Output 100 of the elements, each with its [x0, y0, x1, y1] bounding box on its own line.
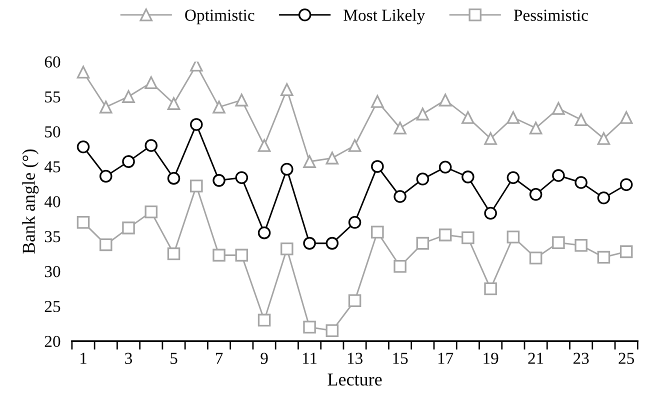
x-tick-label: 19 [484, 352, 498, 364]
point [529, 252, 542, 264]
y-tick-label: 25 [44, 300, 60, 312]
point [144, 139, 158, 152]
x-tick-label: 15 [393, 352, 408, 364]
point [394, 122, 406, 134]
point [280, 83, 294, 96]
point [212, 248, 226, 262]
point [371, 95, 384, 108]
point [574, 176, 588, 189]
point [280, 162, 294, 176]
y-tick-label: 20 [44, 336, 60, 348]
y-tick-label: 55 [45, 91, 60, 103]
point [167, 247, 180, 260]
point [99, 170, 112, 183]
legend-label: Most Likely [344, 9, 426, 24]
point [506, 230, 520, 244]
point [258, 314, 271, 327]
point [462, 111, 474, 124]
point [416, 236, 430, 250]
x-tick-label: 9 [260, 352, 268, 364]
point [144, 205, 158, 218]
point [258, 226, 271, 240]
point [235, 171, 248, 184]
x-tick-label: 13 [348, 352, 362, 364]
x-tick-label: 3 [125, 352, 132, 364]
point [574, 239, 588, 252]
x-tick-label: 5 [170, 352, 178, 364]
x-tick-label: 1 [80, 352, 86, 364]
point [462, 170, 474, 184]
point [438, 160, 452, 174]
point [394, 190, 406, 203]
point [371, 160, 384, 173]
point [597, 192, 610, 204]
x-tick-label: 17 [438, 352, 454, 364]
point [462, 231, 474, 244]
point [529, 188, 542, 201]
y-tick-label: 45 [44, 161, 60, 172]
point [620, 111, 633, 124]
x-tick-label: 11 [302, 352, 317, 364]
y-tick-label: 35 [44, 231, 60, 242]
point [235, 94, 248, 106]
point [552, 236, 565, 250]
point [122, 155, 135, 168]
point [99, 238, 112, 252]
point [394, 260, 406, 273]
point [552, 102, 565, 115]
point [348, 139, 362, 152]
point [597, 132, 610, 145]
point [574, 113, 588, 126]
x-tick-label: 25 [618, 352, 634, 364]
x-tick-label: 23 [573, 352, 589, 364]
y-tick-label: 50 [45, 126, 60, 138]
point [326, 236, 339, 250]
point [348, 216, 362, 229]
point [371, 226, 384, 239]
point [303, 320, 316, 334]
point [122, 222, 135, 234]
x-axis-title: Lecture [328, 374, 382, 386]
point [484, 206, 497, 220]
point [484, 132, 497, 145]
point [190, 180, 203, 192]
point [620, 178, 633, 192]
point [416, 108, 430, 120]
legend-label: Pessimistic [514, 10, 588, 21]
x-tick-label: 21 [528, 352, 544, 364]
point [212, 174, 226, 187]
point [144, 76, 158, 89]
point [438, 94, 452, 106]
point [303, 236, 316, 250]
point [438, 228, 452, 242]
point [280, 242, 294, 256]
point [190, 118, 203, 131]
point [552, 169, 565, 182]
point [212, 100, 226, 114]
x-tick-label: 7 [216, 352, 223, 364]
y-tick-label: 60 [44, 56, 60, 68]
point [506, 111, 520, 124]
point [326, 324, 339, 338]
y-tick-label: 30 [44, 266, 60, 278]
point [620, 245, 633, 258]
point [258, 139, 271, 152]
point [167, 97, 180, 110]
y-tick-label: 40 [44, 196, 60, 208]
y-axis-title: Bank angle (°) [22, 149, 39, 254]
point [76, 216, 90, 229]
point [484, 282, 497, 296]
point [76, 140, 90, 154]
legend-label: Optimistic [185, 10, 254, 24]
point [529, 122, 542, 134]
point [303, 155, 316, 168]
point [76, 66, 90, 79]
point [597, 250, 610, 264]
point [235, 248, 248, 262]
point [506, 171, 520, 184]
point [99, 100, 112, 114]
point [122, 90, 135, 103]
point [167, 172, 180, 185]
point [326, 152, 339, 164]
point [348, 294, 362, 307]
